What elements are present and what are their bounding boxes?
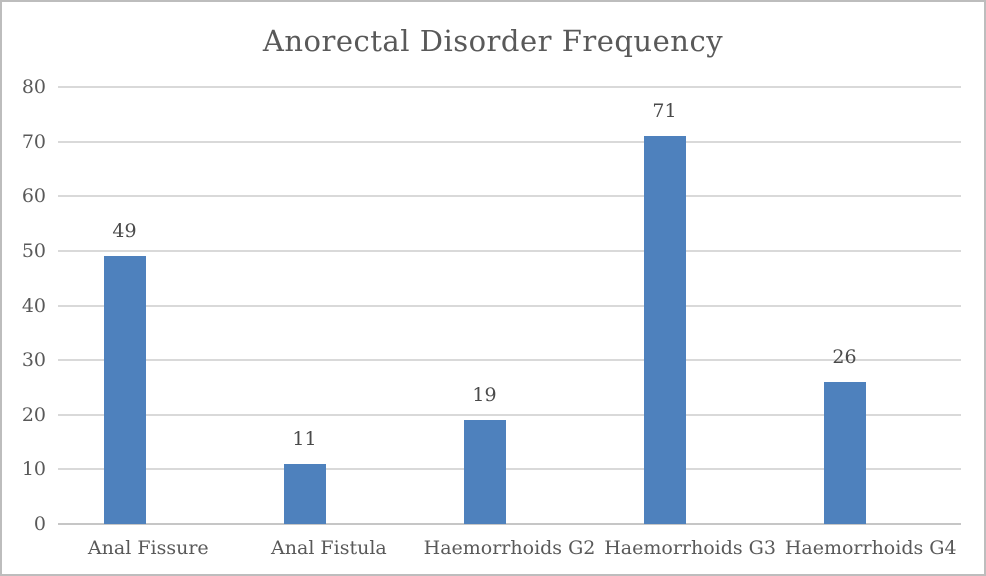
gridline <box>58 140 961 143</box>
y-tick-label: 10 <box>21 458 46 481</box>
y-tick-label: 30 <box>21 349 46 372</box>
y-tick-label: 60 <box>21 185 46 208</box>
x-category-label: Haemorrhoids G2 <box>423 537 596 559</box>
gridline <box>58 249 961 252</box>
y-tick-label: 80 <box>21 76 46 98</box>
bar-value-label: 11 <box>292 427 317 450</box>
bar <box>643 136 686 524</box>
gridline <box>58 195 961 198</box>
y-tick-label: 70 <box>21 130 46 153</box>
gridline <box>58 468 961 471</box>
x-category-label: Haemorrhoids G4 <box>784 537 957 559</box>
gridline <box>58 86 961 88</box>
gridline <box>58 359 961 362</box>
y-tick-label: 40 <box>21 294 46 317</box>
bar <box>823 381 866 524</box>
y-tick-label: 50 <box>21 239 46 262</box>
bar-value-label: 49 <box>112 220 137 243</box>
bar <box>283 463 326 524</box>
x-category-label: Haemorrhoids G3 <box>604 537 776 559</box>
gridline <box>58 413 961 416</box>
bar-value-label: 71 <box>652 100 677 123</box>
baseline-gridline <box>58 523 961 525</box>
bar <box>103 256 146 524</box>
bar-value-label: 19 <box>472 384 497 407</box>
bar <box>463 420 506 524</box>
y-tick-label: 0 <box>33 513 46 535</box>
y-tick-label: 20 <box>21 403 46 426</box>
x-category-label: Anal Fistula <box>271 537 387 559</box>
bar-value-label: 26 <box>832 345 857 368</box>
x-category-label: Anal Fissure <box>87 537 209 559</box>
chart-title: Anorectal Disorder Frequency <box>262 24 724 58</box>
gridline <box>58 304 961 307</box>
